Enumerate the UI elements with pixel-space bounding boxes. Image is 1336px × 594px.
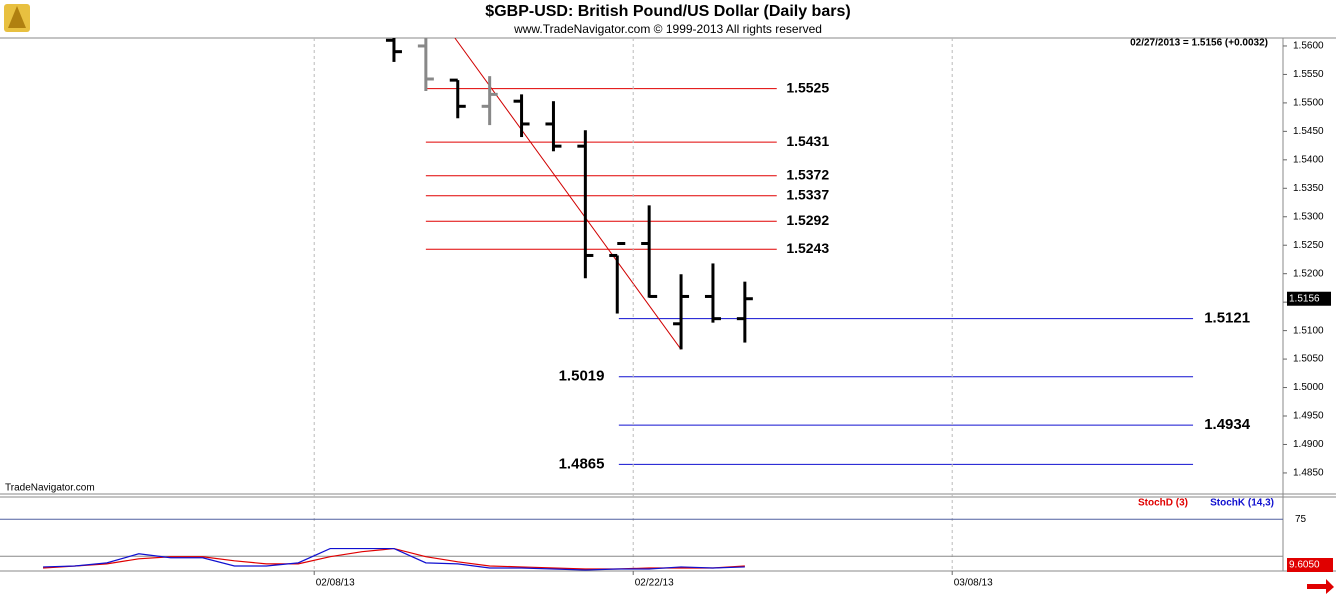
x-tick-label: 02/08/13 [316,578,355,589]
chart-title: $GBP-USD: British Pound/US Dollar (Daily… [485,3,850,20]
price-tag-bg [1287,291,1331,306]
legend-entry: StochD (3) [1138,498,1188,509]
level-label: 1.5431 [786,133,829,149]
y-tick-label: 1.5600 [1293,41,1324,52]
y-tick-label: 1.5200 [1293,268,1324,279]
scroll-arrow[interactable] [1307,579,1334,594]
logo [4,4,30,32]
value-tag-bg [1287,558,1333,572]
x-tick-label: 03/08/13 [954,578,993,589]
level-label: 1.5121 [1204,310,1250,327]
level-label: 1.5292 [786,212,829,228]
main-plot [385,38,1194,465]
y-tick-label: 75 [1295,514,1307,525]
level-label: 1.5372 [786,166,829,182]
y-tick-label: 1.4900 [1293,439,1324,450]
level-label: 1.5019 [559,368,605,385]
y-tick-label: 1.5450 [1293,126,1324,137]
y-tick-label: 1.5400 [1293,154,1324,165]
y-tick-label: 1.5550 [1293,69,1324,80]
y-tick-label: 1.5350 [1293,183,1324,194]
legend-entry: StochK (14,3) [1210,498,1274,509]
header-note: 02/27/2013 = 1.5156 (+0.0032) [1130,38,1268,49]
watermark: TradeNavigator.com [5,483,95,494]
trendline [454,38,682,350]
y-tick-label: 1.5300 [1293,211,1324,222]
y-tick-label: 1.4850 [1293,468,1324,479]
level-label: 1.5337 [786,186,829,202]
y-tick-label: 1.5100 [1293,325,1324,336]
level-label: 1.4934 [1204,416,1251,433]
y-tick-label: 1.5050 [1293,354,1324,365]
y-tick-label: 1.5000 [1293,382,1324,393]
value-tag: 9.6050 [1289,560,1320,571]
y-tick-label: 1.5500 [1293,98,1324,109]
y-tick-label: 1.4950 [1293,411,1324,422]
stoch-line [43,547,745,571]
level-label: 1.5243 [786,240,829,256]
y-tick-label: 1.5250 [1293,240,1324,251]
x-tick-label: 02/22/13 [635,578,674,589]
level-label: 1.4865 [559,455,605,472]
price-tag: 1.5156 [1289,293,1320,304]
level-label: 1.5525 [786,79,829,95]
subtitle: www.TradeNavigator.com © 1999-2013 All r… [513,22,822,36]
